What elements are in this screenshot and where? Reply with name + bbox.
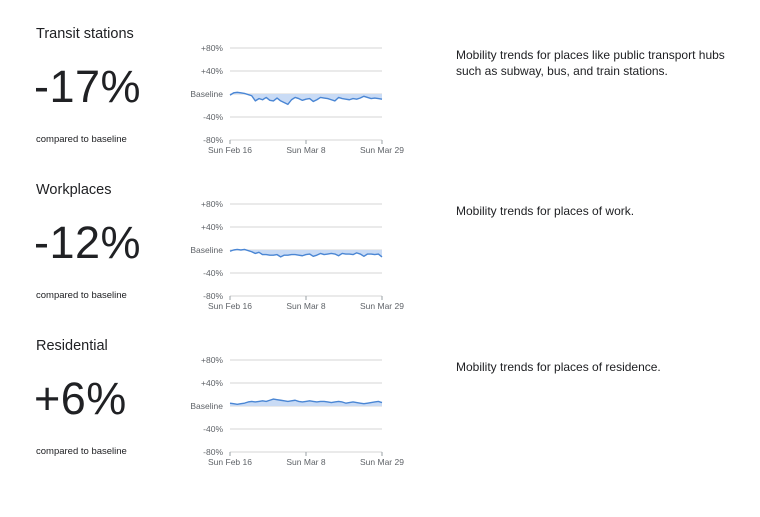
y-tick-label: Baseline <box>190 89 223 99</box>
x-tick-label: Sun Mar 8 <box>286 457 325 467</box>
section-title: Transit stations <box>36 26 134 42</box>
section-transit-stations: Transit stations -17% compared to baseli… <box>0 0 760 156</box>
baseline-caption: compared to baseline <box>36 134 127 145</box>
section-workplaces: Workplaces -12% compared to baseline +80… <box>0 156 760 312</box>
x-tick-label: Sun Feb 16 <box>208 457 252 467</box>
y-tick-label: -80% <box>203 447 223 457</box>
y-tick-label: +80% <box>201 355 223 365</box>
y-tick-label: -80% <box>203 135 223 145</box>
series-line <box>229 398 383 405</box>
headline-percent: -12% <box>34 217 142 268</box>
baseline-caption: compared to baseline <box>36 290 127 301</box>
trend-chart: +80% +40% Baseline -40% -80%Sun Feb 16 Sun Ma… <box>190 355 404 467</box>
trend-chart: +80% +40% Baseline -40% -80%Sun Feb 16 Sun Ma… <box>190 199 404 311</box>
x-tick-label: Sun Mar 8 <box>286 145 325 155</box>
series-area <box>230 249 382 257</box>
x-tick-label: Sun Mar 29 <box>360 145 404 155</box>
x-tick-label: Sun Feb 16 <box>208 145 252 155</box>
trend-chart: +80% +40% Baseline -40% -80%Sun Feb 16 Sun Ma… <box>190 43 404 155</box>
y-tick-label: +40% <box>201 222 223 232</box>
section-description: Mobility trends for places like public t… <box>456 48 725 78</box>
y-tick-label: +80% <box>201 199 223 209</box>
section-description: Mobility trends for places of residence. <box>456 360 661 374</box>
y-tick-label: -40% <box>203 424 223 434</box>
headline-percent: -17% <box>34 61 142 112</box>
section-title: Residential <box>36 338 108 354</box>
y-tick-label: Baseline <box>190 401 223 411</box>
y-tick-label: -80% <box>203 291 223 301</box>
series-line <box>229 248 383 258</box>
x-tick-label: Sun Feb 16 <box>208 301 252 311</box>
y-tick-label: +40% <box>201 66 223 76</box>
x-tick-label: Sun Mar 29 <box>360 457 404 467</box>
series-line <box>229 91 383 106</box>
y-tick-label: +40% <box>201 378 223 388</box>
y-tick-label: +80% <box>201 43 223 53</box>
y-tick-label: -40% <box>203 112 223 122</box>
section-title: Workplaces <box>36 182 112 198</box>
series-area <box>230 92 382 105</box>
section-description: Mobility trends for places of work. <box>456 204 635 218</box>
baseline-caption: compared to baseline <box>36 446 127 457</box>
x-tick-label: Sun Mar 29 <box>360 301 404 311</box>
y-tick-label: Baseline <box>190 245 223 255</box>
headline-percent: +6% <box>34 373 127 424</box>
y-tick-label: -40% <box>203 268 223 278</box>
x-tick-label: Sun Mar 8 <box>286 301 325 311</box>
section-residential: Residential +6% compared to baseline +80… <box>0 312 760 468</box>
